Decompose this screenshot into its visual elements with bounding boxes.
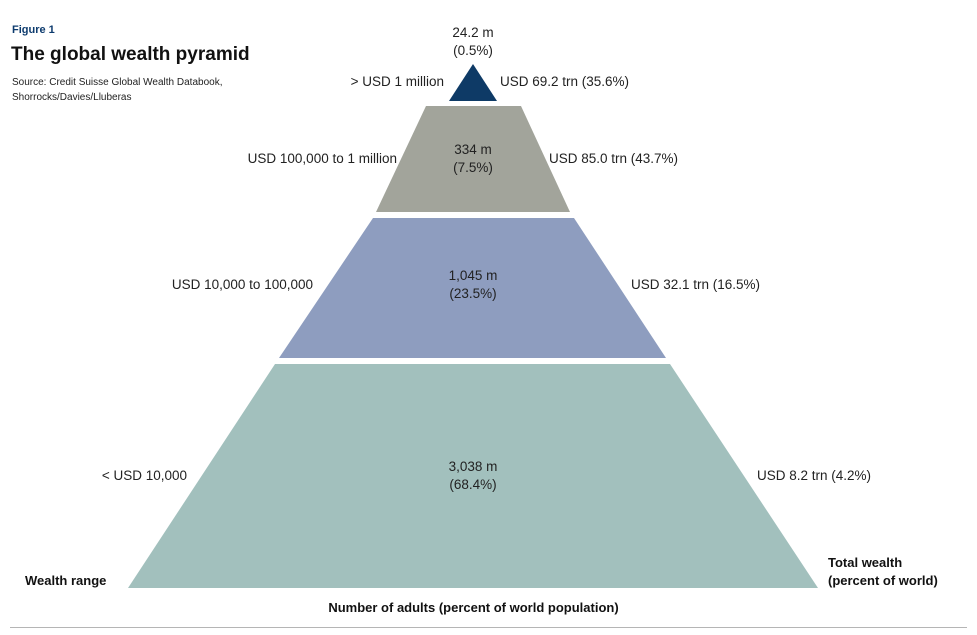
tier-base-adults-pct: (68.4%) bbox=[449, 477, 497, 492]
tier-3-adults-count: 1,045 m bbox=[448, 268, 498, 283]
tier-3-adults: 1,045 m (23.5%) bbox=[413, 267, 533, 303]
tier-top-wealth: USD 69.2 trn (35.6%) bbox=[500, 74, 630, 89]
tier-top-adults-count: 24.2 m bbox=[452, 25, 494, 40]
bottom-divider bbox=[10, 627, 967, 628]
tier-top-range: > USD 1 million bbox=[350, 74, 444, 89]
tier-base-adults: 3,038 m (68.4%) bbox=[413, 458, 533, 494]
tier-top-adults-pct: (0.5%) bbox=[453, 43, 493, 58]
tier-2-wealth: USD 85.0 trn (43.7%) bbox=[549, 151, 679, 166]
total-wealth-label: Total wealth (percent of world) bbox=[828, 554, 938, 590]
tier-base-adults-count: 3,038 m bbox=[448, 459, 498, 474]
total-wealth-label-line1: Total wealth bbox=[828, 555, 903, 570]
tier-2-range: USD 100,000 to 1 million bbox=[247, 151, 397, 166]
figure-label: Figure 1 bbox=[12, 24, 55, 36]
adults-axis-label: Number of adults (percent of world popul… bbox=[328, 600, 619, 615]
tier-top-shape bbox=[449, 64, 497, 101]
source-note: Source: Credit Suisse Global Wealth Data… bbox=[12, 77, 223, 103]
tier-base-wealth: USD 8.2 trn (4.2%) bbox=[757, 468, 872, 483]
tier-top-adults: 24.2 m (0.5%) bbox=[423, 24, 523, 60]
wealth-range-label: Wealth range bbox=[25, 573, 107, 588]
total-wealth-label-line2: (percent of world) bbox=[828, 573, 938, 588]
tier-base-range: < USD 10,000 bbox=[101, 468, 187, 483]
tier-2-adults-pct: (7.5%) bbox=[453, 160, 493, 175]
tier-base-shape bbox=[128, 364, 818, 588]
tier-3-range: USD 10,000 to 100,000 bbox=[171, 277, 313, 292]
tier-2-shape bbox=[376, 106, 570, 212]
tier-3-adults-pct: (23.5%) bbox=[449, 286, 497, 301]
chart-title: The global wealth pyramid bbox=[11, 44, 250, 65]
tier-2-adults-count: 334 m bbox=[454, 142, 492, 157]
tier-2-adults: 334 m (7.5%) bbox=[423, 141, 523, 177]
tier-3-shape bbox=[279, 218, 666, 358]
tier-3-wealth: USD 32.1 trn (16.5%) bbox=[631, 277, 761, 292]
